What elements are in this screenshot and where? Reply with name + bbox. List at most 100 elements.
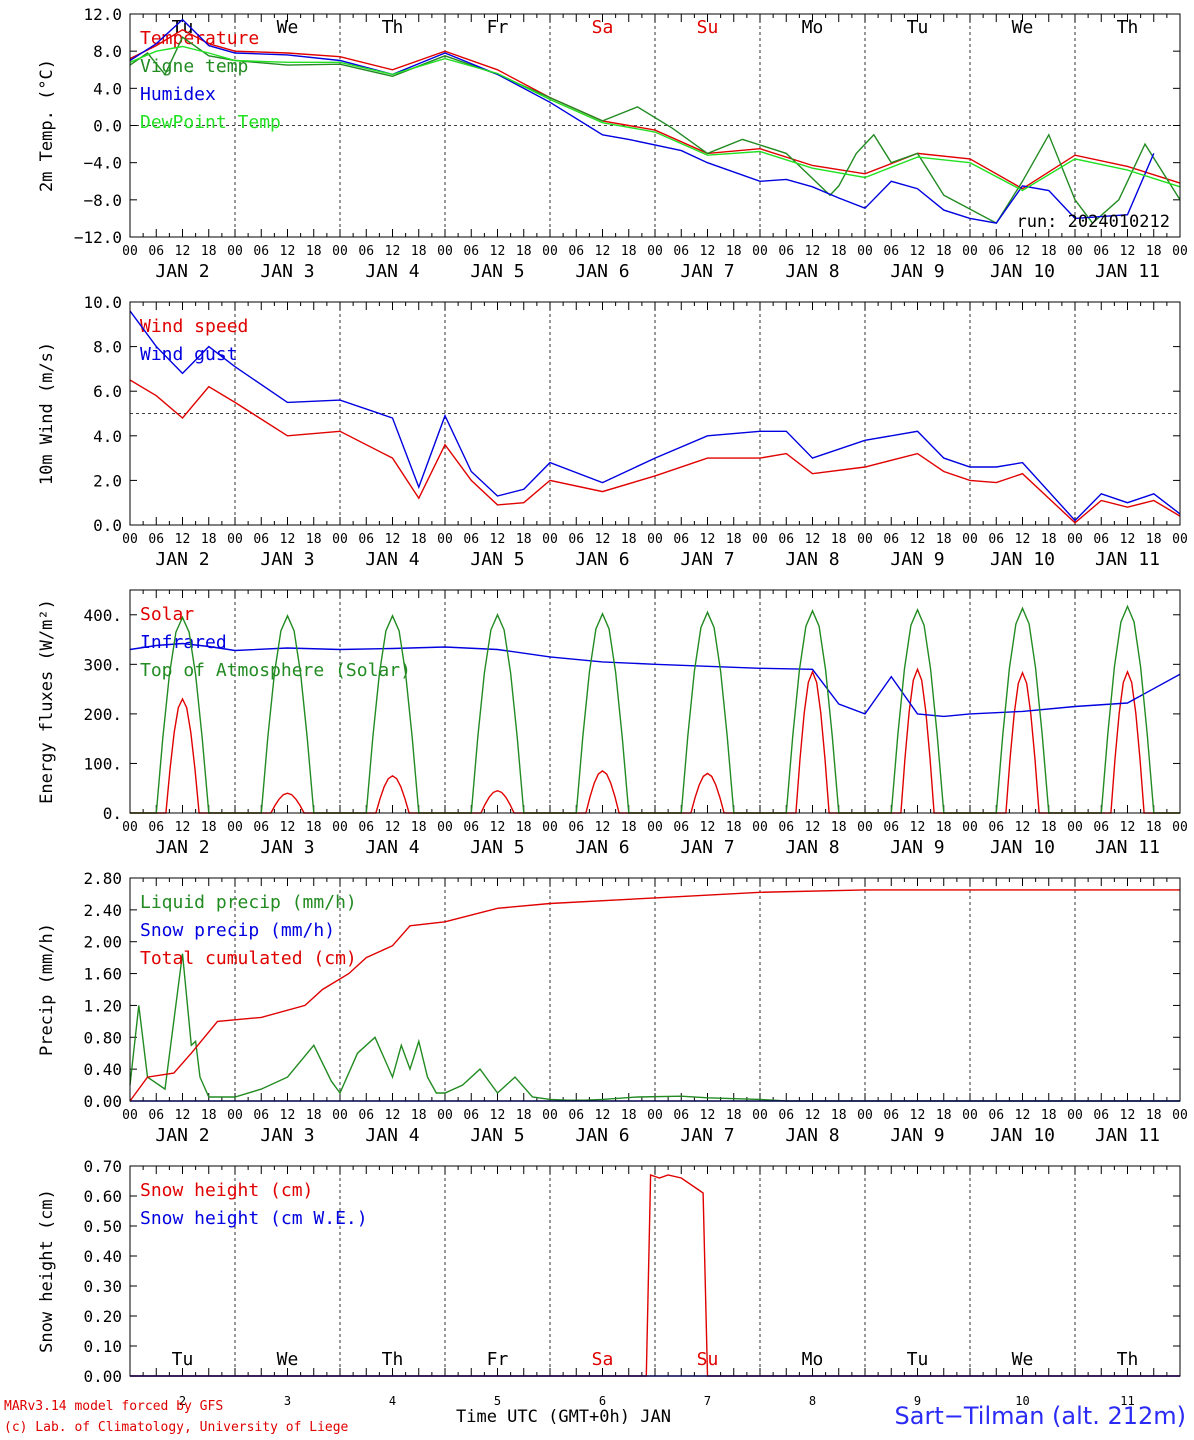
weekday-label: We	[1012, 17, 1034, 38]
x-hour-label: 06	[253, 820, 269, 835]
x-hour-label: 00	[962, 244, 978, 259]
weekday-label: Tu	[907, 17, 929, 38]
x-axis-title: Time UTC (GMT+0h) JAN	[456, 1407, 671, 1427]
y-tick-label: 10.0	[83, 293, 122, 312]
series-line-liquid-precip-mm-h-	[129, 953, 1180, 1102]
series-line-vigne-temp	[129, 36, 1181, 225]
legend-entry: Wind speed	[140, 316, 248, 337]
x-day-label: JAN 4	[365, 1125, 419, 1146]
y-tick-label: −4.0	[83, 154, 122, 173]
x-day-number: 11	[1120, 1394, 1134, 1408]
x-hour-label: 18	[411, 1108, 427, 1123]
x-hour-label: 00	[437, 532, 453, 547]
panel-5: 0.00 0.10 0.20 0.30 0.40 0.50 0.60 0.70 Snow hei…	[37, 1157, 1181, 1408]
x-hour-label: 06	[673, 820, 689, 835]
x-hour-label: 18	[516, 532, 532, 547]
x-day-label: JAN 9	[890, 837, 944, 858]
x-hour-label: 12	[175, 532, 191, 547]
x-day-label: JAN 10	[990, 1125, 1055, 1146]
x-hour-label: 00	[962, 532, 978, 547]
x-day-label: JAN 8	[785, 1125, 839, 1146]
x-hour-label: 12	[1015, 532, 1031, 547]
x-hour-label: 18	[831, 532, 847, 547]
series-line-total-cumulated-cm-	[129, 889, 1180, 1102]
x-hour-label: 12	[385, 532, 401, 547]
x-day-label: JAN 4	[365, 837, 419, 858]
panel-frame	[129, 877, 1181, 1102]
weekday-label: Fr	[487, 1349, 509, 1370]
y-tick-label: 2.00	[83, 933, 122, 952]
x-hour-label: 00	[857, 532, 873, 547]
x-hour-label: 18	[726, 820, 742, 835]
x-hour-label: 18	[1146, 244, 1162, 259]
x-hour-label: 00	[122, 244, 138, 259]
y-axis-label: Energy fluxes (W/m²)	[37, 599, 57, 804]
x-day-label: JAN 3	[260, 837, 314, 858]
weekday-label: We	[277, 1349, 299, 1370]
x-hour-label: 12	[280, 820, 296, 835]
x-hour-label: 00	[857, 1108, 873, 1123]
x-hour-label: 00	[227, 820, 243, 835]
x-hour-label: 18	[936, 244, 952, 259]
model-credit: MARv3.14 model forced by GFS	[4, 1399, 224, 1414]
y-tick-label: 0.30	[83, 1277, 122, 1296]
x-hour-label: 00	[647, 532, 663, 547]
x-hour-label: 06	[568, 244, 584, 259]
x-day-number: 6	[599, 1394, 606, 1408]
x-day-label: JAN 6	[575, 1125, 629, 1146]
x-hour-label: 12	[700, 1108, 716, 1123]
weekday-label: Th	[1117, 1349, 1139, 1370]
x-hour-label: 18	[201, 820, 217, 835]
weekday-label: Th	[382, 1349, 404, 1370]
x-hour-label: 06	[463, 820, 479, 835]
x-hour-label: 18	[1146, 820, 1162, 835]
y-tick-label: 2.40	[83, 901, 122, 920]
x-hour-label: 06	[778, 244, 794, 259]
y-tick-label: −8.0	[83, 191, 122, 210]
x-hour-label: 00	[752, 820, 768, 835]
x-hour-label: 06	[148, 1108, 164, 1123]
weekday-label: We	[1012, 1349, 1034, 1370]
x-day-label: JAN 8	[785, 837, 839, 858]
x-hour-label: 06	[883, 820, 899, 835]
x-hour-label: 06	[358, 532, 374, 547]
weekday-label: Tu	[172, 1349, 194, 1370]
x-hour-label: 18	[726, 244, 742, 259]
weekday-label: Th	[382, 17, 404, 38]
x-hour-label: 00	[647, 244, 663, 259]
x-hour-label: 12	[280, 532, 296, 547]
x-hour-label: 18	[621, 820, 637, 835]
x-hour-label: 18	[516, 244, 532, 259]
x-hour-label: 12	[805, 532, 821, 547]
x-hour-label: 12	[700, 244, 716, 259]
x-day-label: JAN 4	[365, 549, 419, 570]
x-hour-label: 12	[1120, 820, 1136, 835]
x-day-number: 4	[389, 1394, 396, 1408]
x-hour-label: 12	[910, 244, 926, 259]
series-line-infrared	[129, 642, 1181, 718]
x-hour-label: 06	[988, 820, 1004, 835]
x-hour-label: 12	[700, 532, 716, 547]
y-tick-label: 0.0	[93, 117, 122, 136]
run-label: run: 2024010212	[1016, 212, 1170, 232]
x-day-number: 7	[704, 1394, 711, 1408]
y-axis-label: Snow height (cm)	[37, 1189, 57, 1353]
x-hour-label: 06	[883, 1108, 899, 1123]
x-day-label: JAN 10	[990, 837, 1055, 858]
x-hour-label: 12	[1015, 820, 1031, 835]
y-tick-label: 0.50	[83, 1217, 122, 1236]
x-hour-label: 06	[253, 1108, 269, 1123]
legend-entry: Top of Atmosphere (Solar)	[140, 660, 411, 681]
x-hour-label: 00	[647, 1108, 663, 1123]
x-hour-label: 12	[910, 532, 926, 547]
y-tick-label: 4.0	[93, 427, 122, 446]
x-hour-label: 00	[122, 820, 138, 835]
y-tick-label: 200.	[83, 705, 122, 724]
x-day-label: JAN 11	[1095, 549, 1160, 570]
x-hour-label: 06	[358, 1108, 374, 1123]
x-hour-label: 00	[542, 1108, 558, 1123]
weekday-label: Fr	[487, 17, 509, 38]
x-hour-label: 00	[752, 1108, 768, 1123]
x-day-label: JAN 5	[470, 837, 524, 858]
x-hour-label: 18	[306, 244, 322, 259]
